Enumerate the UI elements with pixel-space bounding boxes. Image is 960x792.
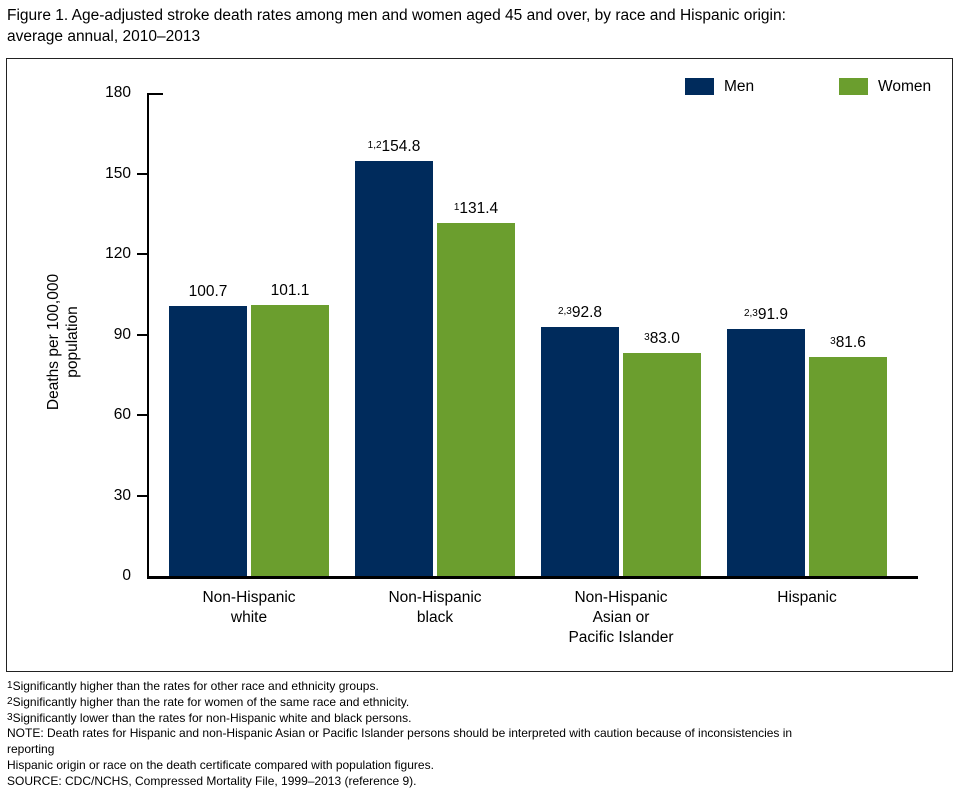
x-category-label-0: Non-Hispanic white (154, 588, 344, 628)
legend-swatch-women (839, 78, 868, 95)
figure-title-line-2: average annual, 2010–2013 (7, 28, 201, 45)
bar-men-2 (541, 326, 619, 576)
footnote-text: reporting (7, 742, 55, 757)
y-tick-label: 90 (113, 325, 131, 343)
chart-area: Deaths per 100,000 population 0 30 60 90 120… (6, 58, 953, 672)
bar-value: 91.9 (757, 306, 789, 324)
bar-value-label: 1,2154.8 (324, 138, 464, 156)
footnote-text: Significantly higher than the rates for … (12, 679, 379, 693)
bar-value-label: 2,391.9 (696, 306, 836, 324)
footnote-marker: 1 (7, 680, 13, 691)
footnote-marker: 3 (7, 711, 13, 723)
footnote-text: Significantly higher than the rate for w… (12, 694, 410, 709)
footnote-marker: 1,2 (367, 139, 382, 151)
y-tick-mark (137, 172, 147, 175)
footnote-text: Hispanic origin or race on the death cer… (7, 757, 434, 772)
bar-women-3 (809, 357, 887, 576)
y-axis-line (147, 93, 149, 576)
y-tick-label: 150 (105, 164, 131, 182)
legend-label: Men (724, 78, 755, 95)
figure-title-line-1: Figure 1. Age-adjusted stroke death rate… (7, 7, 786, 24)
figure-title: Figure 1. Age-adjusted stroke death rate… (7, 5, 957, 47)
bar-value-label: 2,392.8 (510, 304, 650, 322)
bar-value: 100.7 (188, 282, 228, 300)
x-axis-line (147, 576, 918, 579)
bar-men-1 (355, 160, 433, 576)
bar-women-1 (437, 223, 515, 576)
y-tick-mark (137, 253, 147, 255)
y-tick-label: 60 (113, 406, 131, 423)
footnote-text: NOTE: Death rates for Hispanic and non-H… (7, 726, 793, 741)
x-category-label-2: Non-Hispanic Asian or Pacific Islander (526, 588, 716, 648)
x-category-label-line: Non-Hispanic (388, 589, 482, 606)
x-category-label-line: black (416, 609, 454, 626)
bar-women-0 (251, 304, 329, 576)
footnote-text: SOURCE: CDC/NCHS, Compressed Mortality F… (7, 773, 417, 788)
x-category-label-line: Non-Hispanic (202, 589, 296, 606)
footnote-marker: 2,3 (743, 308, 758, 320)
bar-value-label: 1131.4 (406, 200, 546, 218)
y-axis-title: Deaths per 100,000 population (44, 242, 82, 442)
y-axis-title-line-1: Deaths per 100,000 (45, 273, 62, 411)
y-tick-mark (137, 494, 147, 497)
footnote-marker: 2,3 (557, 305, 572, 317)
y-tick-label: 0 (122, 567, 131, 584)
footnote-line-2: 2Significantly higher than the rate for … (7, 695, 957, 711)
x-category-label-line: Hispanic (777, 589, 837, 606)
bar-value: 131.4 (459, 200, 499, 218)
y-axis-top-tick (149, 93, 163, 95)
footnote-marker: 2 (7, 695, 13, 707)
footnote-line-5: reporting (7, 742, 957, 758)
footnote-line-3: 3Significantly lower than the rates for … (7, 711, 957, 727)
x-category-label-1: Non-Hispanic black (340, 588, 530, 628)
x-category-label-line: white (230, 609, 268, 626)
x-category-label-3: Hispanic (712, 588, 902, 608)
y-tick-label: 120 (105, 245, 131, 262)
y-tick-mark (137, 414, 147, 416)
bar-women-2 (623, 353, 701, 576)
bar-value: 101.1 (270, 281, 310, 299)
footnotes: 1Significantly higher than the rates for… (7, 679, 957, 790)
bar-value: 154.8 (381, 137, 421, 155)
footnote-line-6: Hispanic origin or race on the death cer… (7, 758, 957, 774)
bar-value: 83.0 (649, 330, 680, 348)
bar-value-label: 100.7 (138, 283, 278, 301)
footnote-line-1: 1Significantly higher than the rates for… (7, 679, 957, 695)
legend-swatch-men (685, 78, 714, 95)
footnote-text: Significantly lower than the rates for n… (12, 710, 412, 725)
x-category-label-line: Non-Hispanic (574, 589, 668, 606)
footnote-line-7: SOURCE: CDC/NCHS, Compressed Mortality F… (7, 774, 957, 790)
bar-men-3 (727, 329, 805, 576)
bar-value: 92.8 (571, 303, 603, 321)
footnote-marker: 3 (830, 336, 836, 348)
y-tick-label: 30 (113, 486, 131, 504)
bar-value-label: 383.0 (592, 330, 732, 348)
x-category-label-line: Asian or (592, 609, 650, 626)
y-tick-label: 180 (105, 84, 131, 101)
bar-value-label: 381.6 (778, 334, 918, 352)
footnote-marker: 1 (453, 202, 460, 214)
legend-label: Women (878, 78, 932, 95)
x-category-label-line: Pacific Islander (568, 629, 674, 646)
bar-men-0 (169, 305, 247, 576)
bar-value: 81.6 (835, 334, 866, 352)
bar-value-label: 101.1 (220, 282, 360, 300)
footnote-line-4: NOTE: Death rates for Hispanic and non-H… (7, 726, 957, 742)
y-tick-mark (137, 333, 147, 336)
footnote-marker: 3 (644, 332, 650, 344)
